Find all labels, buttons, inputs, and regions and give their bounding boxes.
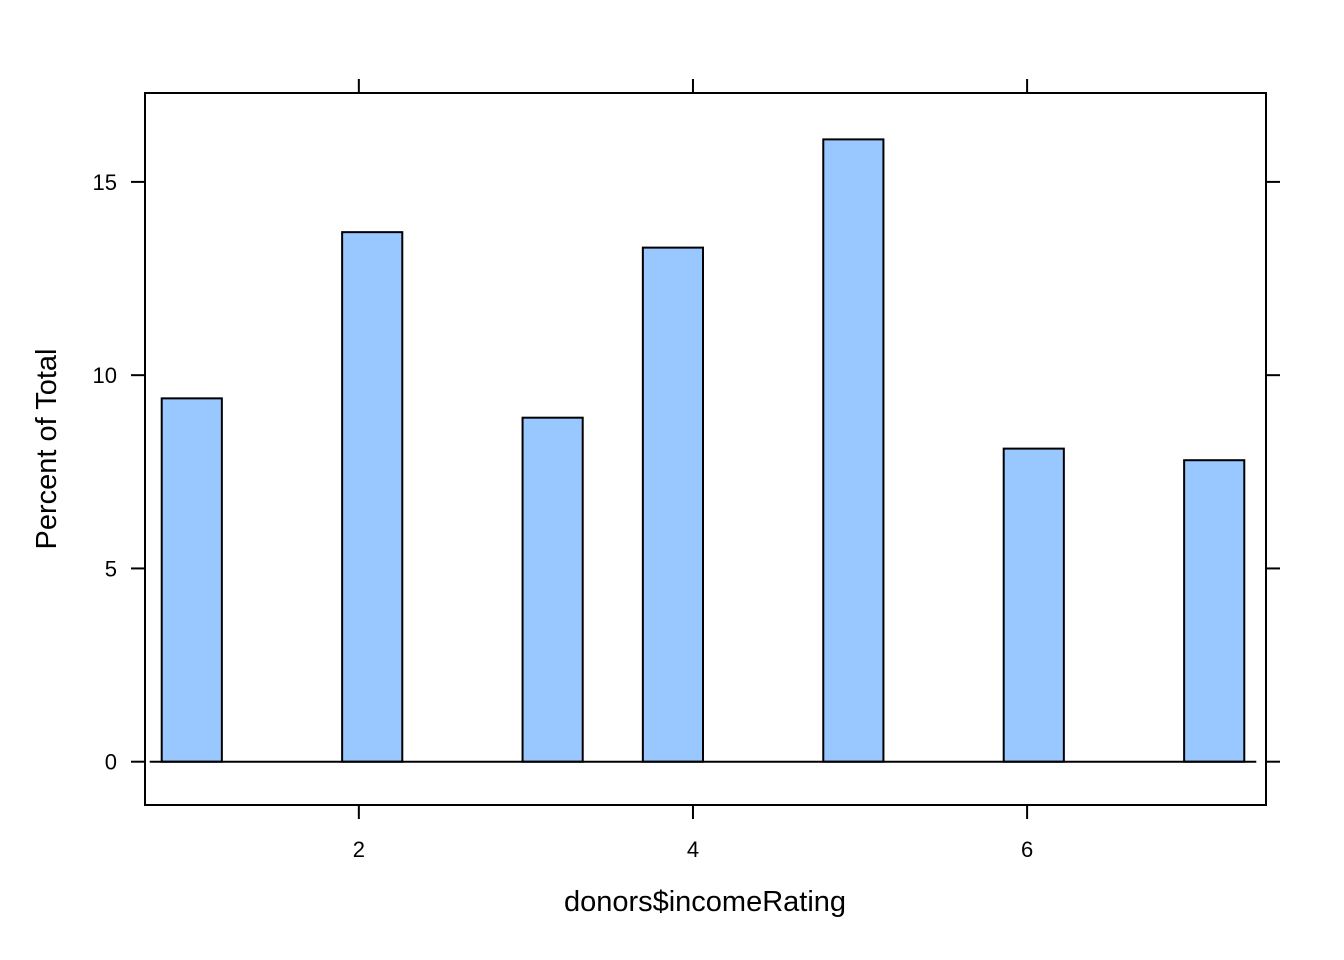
y-axis: 0 5 10 15 <box>93 170 1280 775</box>
x-axis: 2 4 6 <box>353 79 1033 862</box>
plot-frame <box>144 92 1267 806</box>
y-tick-label-10: 10 <box>93 363 117 388</box>
histogram-bar-7 <box>1183 459 1246 763</box>
histogram-bar-4 <box>641 246 704 763</box>
x-tick-label-6: 6 <box>1021 837 1033 862</box>
histogram-bar-6 <box>1002 447 1065 763</box>
x-axis-title: donors$incomeRating <box>564 886 846 918</box>
y-tick-label-15: 15 <box>93 170 117 195</box>
x-tick-label-2: 2 <box>353 837 365 862</box>
histogram-bar-5 <box>822 138 885 763</box>
histogram-bar-1 <box>160 397 223 763</box>
y-tick-label-5: 5 <box>105 556 117 581</box>
histogram-bar-2 <box>341 231 404 763</box>
y-axis-title: Percent of Total <box>31 349 63 550</box>
x-tick-label-4: 4 <box>687 837 699 862</box>
y-tick-label-0: 0 <box>105 750 117 775</box>
histogram-bar-3 <box>521 416 584 763</box>
bars-group <box>160 138 1246 763</box>
